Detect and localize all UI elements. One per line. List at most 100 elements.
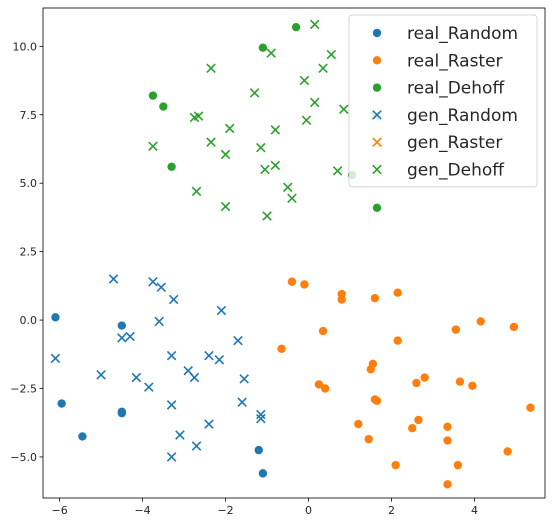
y-tick-label: −2.5 [10, 383, 37, 396]
legend-box [348, 14, 538, 188]
real_Raster-point [453, 460, 463, 470]
gen_Random-point [239, 374, 249, 384]
real_Raster-point [287, 277, 297, 286]
gen_Random-point [96, 370, 106, 380]
legend-marker [372, 56, 382, 65]
gen_Random-point [233, 335, 243, 346]
gen_Random-point [168, 294, 179, 305]
legend-item-gen_Raster: gen_Raster [372, 133, 502, 153]
real_Random-point [57, 399, 66, 408]
x-tick-label: −2 [217, 504, 233, 517]
real_Raster-point [364, 434, 373, 444]
gen_Dehoff-point [301, 115, 312, 126]
legend-marker [372, 137, 382, 147]
y-tick-label: 10.0 [13, 40, 38, 53]
real_Raster-point [443, 422, 452, 432]
gen_Dehoff-point [260, 164, 270, 175]
gen_Dehoff-point [283, 182, 293, 193]
real_Raster-point [476, 317, 485, 326]
gen_Random-point [166, 452, 177, 462]
real_Raster-point [368, 359, 378, 369]
real_Raster-point [503, 447, 512, 456]
gen_Random-point [108, 274, 119, 284]
legend-item-gen_Dehoff: gen_Dehoff [372, 161, 505, 181]
real_Raster-point [277, 344, 286, 354]
legend-label: real_Random [407, 24, 518, 44]
x-tick-label: 0 [305, 504, 312, 517]
real_Raster-point [314, 380, 324, 389]
real_Raster-point [408, 423, 417, 433]
series-gen_Dehoff [148, 19, 380, 221]
gen_Dehoff-point [249, 88, 260, 98]
gen_Dehoff-point [224, 123, 235, 134]
real_Raster-point [354, 419, 363, 429]
real_Random-point [51, 313, 60, 322]
real_Raster-point [420, 373, 429, 382]
gen_Random-point [216, 305, 227, 316]
gen_Dehoff-point [191, 186, 202, 197]
legend-label: gen_Dehoff [407, 161, 505, 181]
x-axis: −6 −4 −2 0 2 4 [51, 498, 478, 517]
real_Dehoff-point [167, 162, 176, 171]
real_Dehoff-point [258, 43, 268, 52]
gen_Dehoff-point [206, 137, 216, 147]
series-real_Raster [277, 277, 535, 489]
y-tick-label: 5.0 [20, 177, 38, 190]
gen_Dehoff-point [270, 160, 281, 171]
gen_Random-point [125, 331, 135, 342]
gen_Random-point [204, 419, 214, 429]
real_Raster-point [526, 403, 535, 412]
legend-label: real_Raster [407, 51, 503, 71]
real_Random-point [117, 321, 127, 330]
x-tick-label: −4 [134, 504, 150, 517]
real_Random-point [78, 432, 87, 441]
series-real_Random [51, 313, 268, 478]
legend: real_Random real_Raster real_Dehoff gen_Ran… [348, 14, 538, 188]
gen_Random-point [156, 282, 167, 292]
real_Raster-point [393, 336, 402, 345]
real_Dehoff-point [372, 203, 382, 213]
data-points [50, 19, 535, 489]
gen_Random-point [256, 413, 266, 424]
gen_Random-point [237, 397, 247, 407]
gen_Random-point [50, 353, 61, 364]
gen_Dehoff-point [270, 125, 281, 135]
real_Random-point [254, 445, 263, 455]
real_Raster-point [393, 288, 402, 297]
gen_Random-point [214, 354, 225, 365]
gen_Random-point [144, 382, 154, 392]
gen_Dehoff-point [220, 201, 231, 212]
series-real_Dehoff [148, 22, 382, 213]
real_Dehoff-point [148, 91, 158, 100]
gen_Random-point [154, 316, 164, 327]
gen_Random-point [131, 372, 142, 383]
gen_Dehoff-point [256, 142, 266, 153]
real_Random-point [258, 469, 268, 478]
gen_Random-point [166, 350, 177, 361]
gen_Random-point [191, 441, 202, 451]
y-tick-label: 2.5 [20, 246, 38, 259]
real_Raster-point [320, 384, 330, 393]
gen_Dehoff-point [148, 141, 158, 152]
legend-label: gen_Raster [407, 133, 502, 153]
gen_Random-point [189, 372, 200, 383]
gen_Dehoff-point [193, 111, 204, 121]
gen_Dehoff-point [220, 149, 231, 160]
plot-area-frame [42, 7, 546, 499]
real_Raster-point [414, 415, 423, 425]
real_Raster-point [337, 295, 346, 304]
real_Raster-point [451, 325, 461, 334]
x-tick-label: 2 [388, 504, 395, 517]
x-tick-label: −6 [51, 504, 67, 517]
gen_Dehoff-point [287, 193, 297, 204]
real_Raster-point [391, 460, 400, 470]
real_Raster-point [468, 381, 477, 390]
gen_Dehoff-point [318, 63, 328, 73]
y-tick-label: −5.0 [10, 451, 37, 464]
y-tick-label: 7.5 [20, 109, 38, 122]
real_Raster-point [412, 378, 421, 388]
gen_Random-point [117, 333, 127, 343]
gen_Dehoff-point [262, 211, 272, 221]
real_Raster-point [318, 326, 328, 336]
